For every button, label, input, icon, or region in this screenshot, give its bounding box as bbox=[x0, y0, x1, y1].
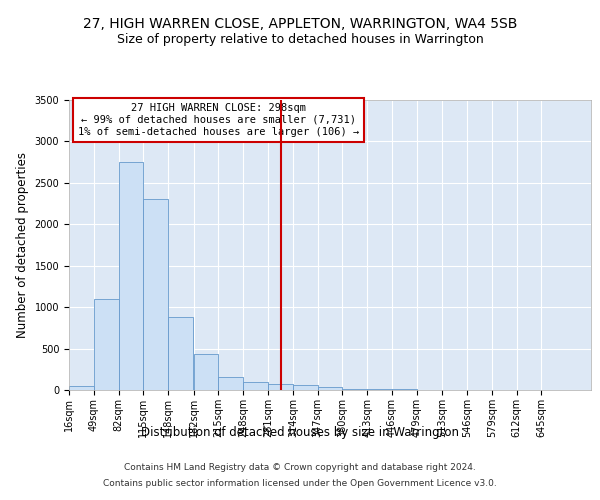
Bar bbox=[343, 388, 367, 390]
Bar bbox=[69, 386, 94, 390]
Bar bbox=[168, 317, 193, 390]
Y-axis label: Number of detached properties: Number of detached properties bbox=[16, 152, 29, 338]
Bar bbox=[94, 299, 119, 390]
Text: 27 HIGH WARREN CLOSE: 298sqm
← 99% of detached houses are smaller (7,731)
1% of : 27 HIGH WARREN CLOSE: 298sqm ← 99% of de… bbox=[78, 104, 359, 136]
Text: Contains public sector information licensed under the Open Government Licence v3: Contains public sector information licen… bbox=[103, 478, 497, 488]
Bar bbox=[119, 162, 143, 390]
Bar bbox=[293, 385, 317, 390]
Text: Size of property relative to detached houses in Warrington: Size of property relative to detached ho… bbox=[116, 32, 484, 46]
Bar bbox=[317, 387, 343, 390]
Bar bbox=[243, 382, 268, 390]
Bar bbox=[194, 354, 218, 390]
Bar bbox=[143, 200, 168, 390]
Text: Contains HM Land Registry data © Crown copyright and database right 2024.: Contains HM Land Registry data © Crown c… bbox=[124, 464, 476, 472]
Text: Distribution of detached houses by size in Warrington: Distribution of detached houses by size … bbox=[141, 426, 459, 439]
Bar bbox=[218, 377, 243, 390]
Text: 27, HIGH WARREN CLOSE, APPLETON, WARRINGTON, WA4 5SB: 27, HIGH WARREN CLOSE, APPLETON, WARRING… bbox=[83, 18, 517, 32]
Bar bbox=[367, 389, 392, 390]
Bar bbox=[268, 384, 293, 390]
